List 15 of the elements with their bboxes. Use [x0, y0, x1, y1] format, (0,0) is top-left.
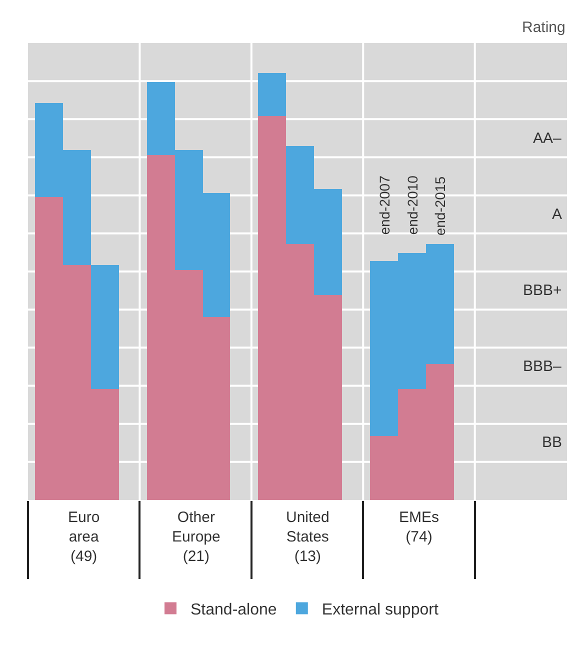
- text: EMEs (74): [399, 509, 440, 546]
- text: United States (13): [286, 509, 330, 565]
- text: Euro area (49): [68, 509, 100, 565]
- y-axis-title: Rating: [522, 19, 566, 36]
- text: AA–: [533, 130, 562, 147]
- text: BB: [542, 434, 562, 451]
- text: Other Europe (21): [172, 509, 220, 565]
- annotation: end-2007: [376, 175, 392, 235]
- annotation: end-2010: [404, 175, 420, 235]
- text: A: [552, 206, 562, 223]
- text: BBB+: [523, 282, 562, 299]
- legend-label: Stand-alone: [190, 602, 277, 619]
- annotation: end-2015: [432, 176, 448, 236]
- legend-label: External support: [322, 602, 439, 619]
- text: BBB–: [523, 358, 562, 375]
